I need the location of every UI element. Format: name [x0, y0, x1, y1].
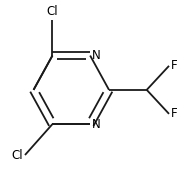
Text: N: N: [92, 118, 101, 131]
Text: F: F: [171, 59, 177, 72]
Text: N: N: [92, 49, 101, 62]
Text: F: F: [171, 107, 177, 120]
Text: Cl: Cl: [47, 5, 58, 18]
Text: Cl: Cl: [11, 148, 23, 161]
